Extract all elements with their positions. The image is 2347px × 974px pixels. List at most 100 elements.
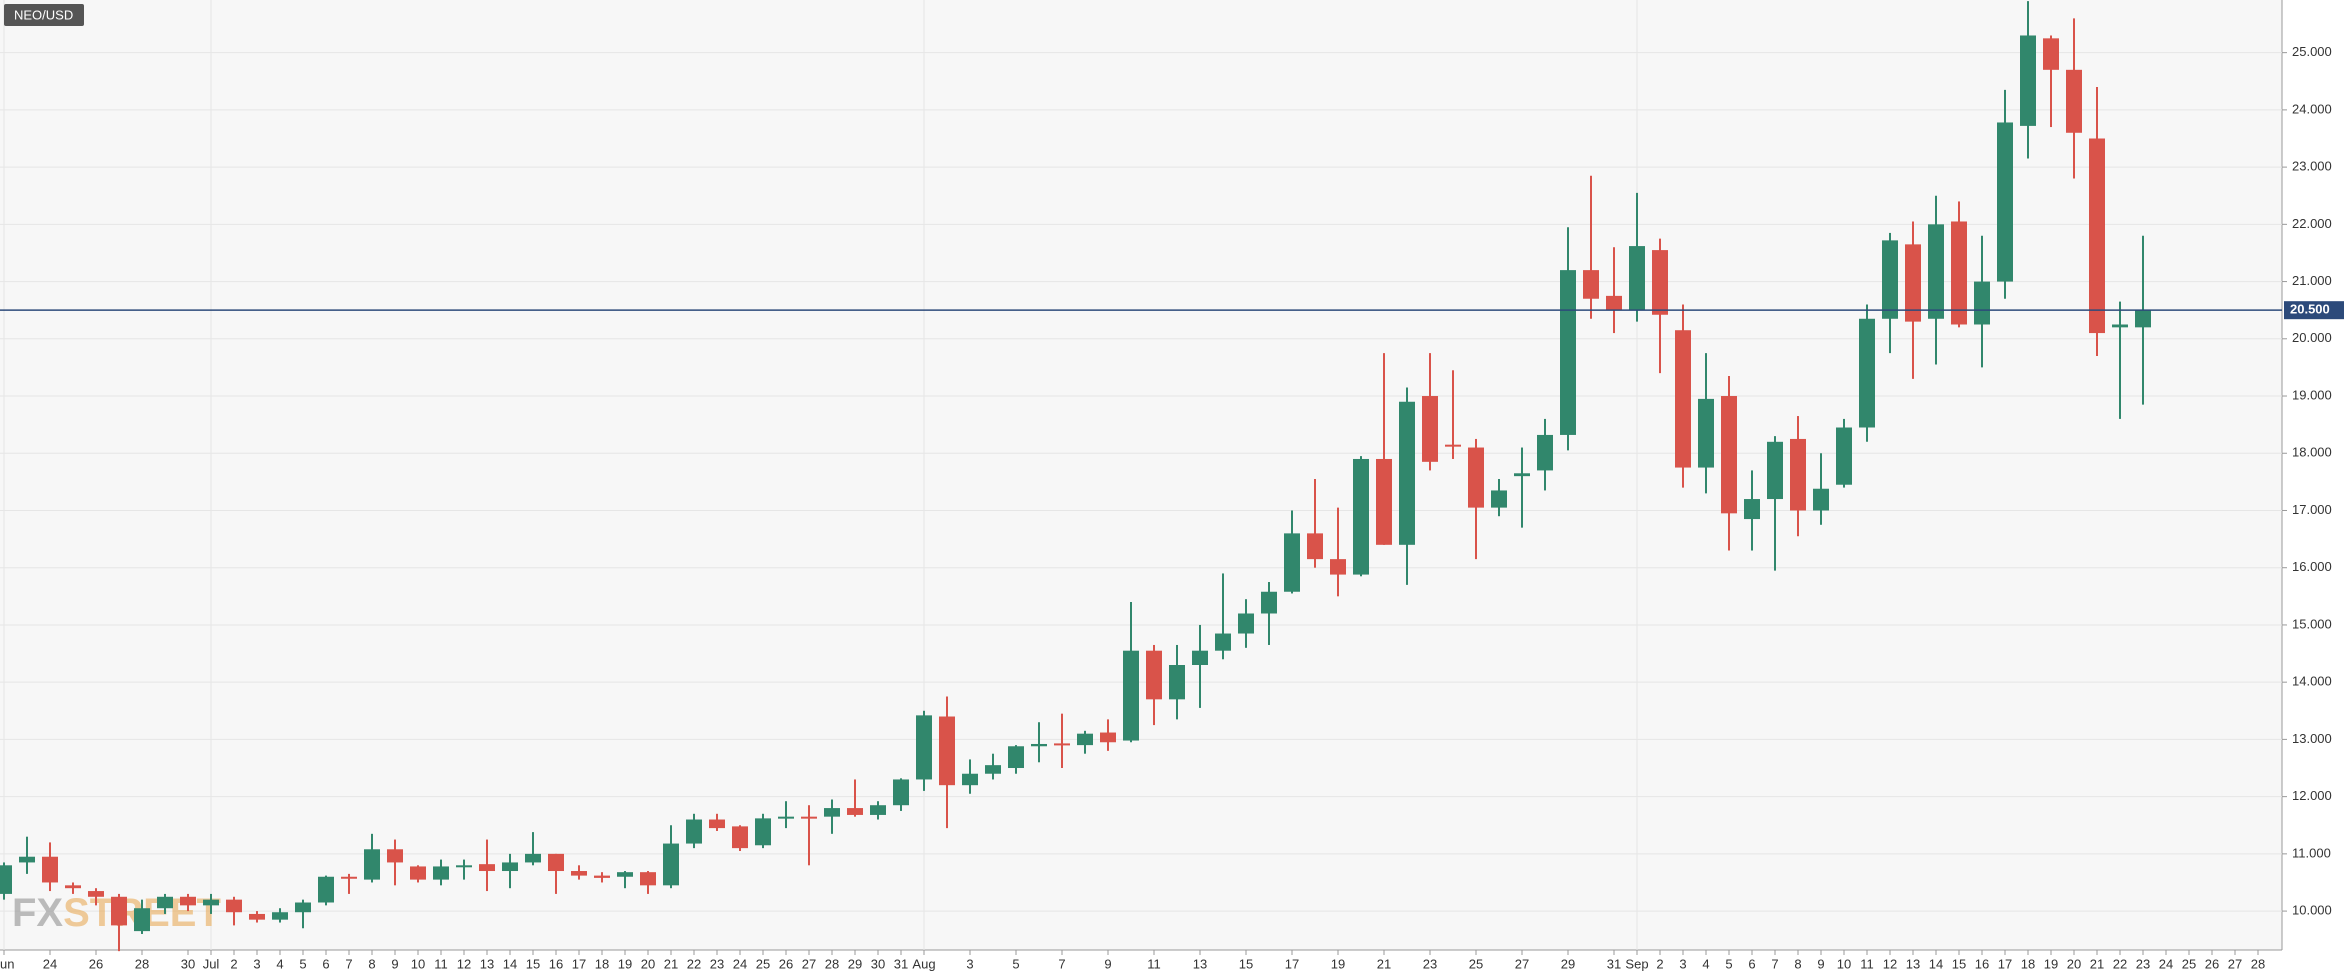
x-tick-label: 8 [1794,956,1801,971]
candle-body [456,865,472,868]
x-tick-label: 7 [345,956,352,971]
candle-body [732,826,748,849]
x-tick-label: 10 [411,956,425,971]
x-tick-label: 8 [368,956,375,971]
x-tick-label: 2 [1656,956,1663,971]
x-tick-label: 30 [871,956,885,971]
candle-body [88,891,104,897]
x-tick-label: 15 [1239,956,1253,971]
candle-body [1974,281,1990,325]
x-tick-label: 12 [457,956,471,971]
candle-body [1744,499,1760,520]
x-tick-label: 5 [299,956,306,971]
candle-body [65,885,81,889]
candle-body [1376,458,1392,545]
candle-body [916,715,932,780]
candle-body [1123,650,1139,741]
y-tick-label: 18.000 [2292,445,2332,460]
x-tick-label: 4 [276,956,283,971]
candle-body [249,913,265,920]
x-tick-label: 25 [1469,956,1483,971]
x-tick-label: Jun [0,956,14,971]
x-tick-label: 13 [1906,956,1920,971]
y-tick-label: 14.000 [2292,674,2332,689]
candle-body [548,853,564,872]
candle-body [180,896,196,906]
candle-body [525,853,541,863]
x-tick-label: 27 [802,956,816,971]
x-tick-label: 21 [2090,956,2104,971]
x-tick-label: 26 [2205,956,2219,971]
candle-body [2112,324,2128,328]
candle-body [962,773,978,786]
y-tick-label: 19.000 [2292,387,2332,402]
x-tick-label: 23 [710,956,724,971]
x-tick-label: 11 [1860,956,1874,971]
x-tick-label: 25 [2182,956,2196,971]
x-tick-label: 10 [1837,956,1851,971]
candle-body [111,896,127,926]
candle-body [1721,396,1737,514]
x-tick-label: 3 [253,956,260,971]
x-tick-label: 28 [2251,956,2265,971]
y-tick-label: 23.000 [2292,159,2332,174]
candle-body [479,864,495,872]
candle-body [1836,427,1852,485]
candle-body [1399,401,1415,545]
y-tick-label: 13.000 [2292,731,2332,746]
x-tick-label: 26 [89,956,103,971]
candle-body [1422,396,1438,462]
candle-body [1859,318,1875,428]
candle-body [1146,650,1162,700]
x-tick-label: 29 [1561,956,1575,971]
candle-body [318,876,334,903]
candle-body [295,902,311,913]
x-tick-label: 7 [1058,956,1065,971]
candle-body [203,899,219,906]
candle-body [617,872,633,877]
x-tick-label: Sep [1625,956,1648,971]
x-tick-label: Aug [912,956,935,971]
candles [0,1,2151,952]
candle-body [410,866,426,880]
candle-body [1882,240,1898,319]
y-tick-label: 24.000 [2292,101,2332,116]
candle-body [433,866,449,880]
watermark-left: FX [12,891,63,935]
candle-body [1629,246,1645,311]
candle-body [1468,447,1484,508]
x-tick-label: 5 [1012,956,1019,971]
x-tick-label: Jul [203,956,220,971]
x-tick-label: 31 [894,956,908,971]
x-tick-label: 4 [1702,956,1709,971]
candle-body [42,856,58,883]
candle-body [1790,438,1806,511]
candle-body [1307,533,1323,560]
candle-body [893,779,909,806]
x-tick-label: 21 [1377,956,1391,971]
x-tick-label: 24 [43,956,57,971]
y-tick-label: 15.000 [2292,616,2332,631]
y-tick-label: 16.000 [2292,559,2332,574]
candle-body [1560,270,1576,435]
x-tick-label: 27 [2228,956,2242,971]
grid [0,0,2282,950]
candle-body [1238,613,1254,634]
candle-body [778,816,794,819]
candle-body [387,849,403,863]
x-tick-label: 3 [1679,956,1686,971]
x-tick-label: 27 [1515,956,1529,971]
x-tick-label: 24 [2159,956,2173,971]
candle-body [1698,398,1714,468]
candle-body [1330,559,1346,575]
candle-body [1284,533,1300,592]
x-tick-label: 12 [1883,956,1897,971]
x-tick-label: 21 [664,956,678,971]
candle-body [1583,270,1599,299]
plot-background [0,0,2282,950]
candle-body [571,871,587,876]
x-tick-label: 13 [480,956,494,971]
candle-body [1261,591,1277,614]
x-tick-label: 20 [641,956,655,971]
candle-body [1675,330,1691,468]
